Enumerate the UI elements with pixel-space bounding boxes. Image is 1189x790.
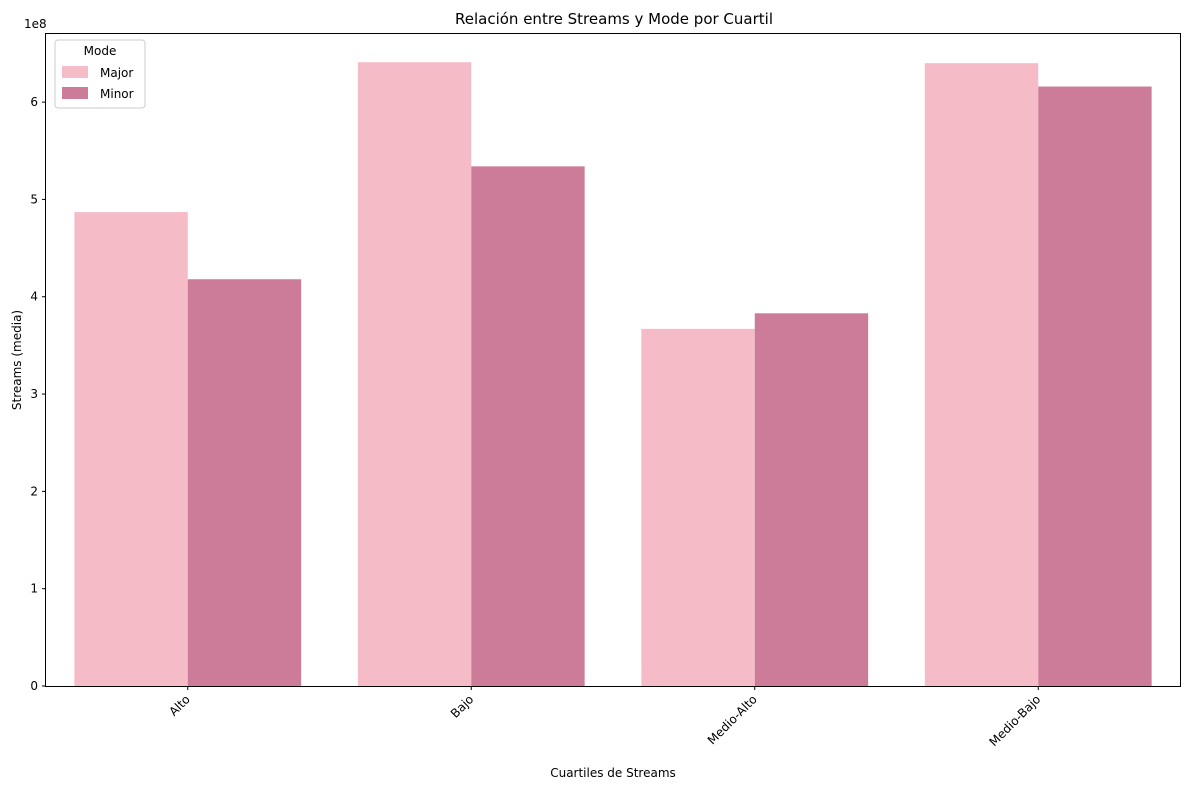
x-tick-label: Bajo	[448, 692, 476, 720]
bar-major-alto	[74, 212, 188, 686]
legend-swatch-major	[62, 66, 88, 78]
x-tick-label: Medio-Bajo	[987, 692, 1044, 749]
y-axis-label: Streams (media)	[10, 310, 24, 410]
bar-minor-alto	[187, 279, 302, 686]
y-tick-label: 5	[30, 192, 38, 206]
y-tick-label: 3	[30, 387, 38, 401]
plot-frame	[45, 33, 1181, 687]
bar-minor-medio-alto	[754, 313, 869, 686]
legend-label-major: Major	[100, 66, 133, 80]
legend-label-minor: Minor	[100, 87, 134, 101]
y-axis: 0 1 2 3 4 5 6	[30, 95, 46, 693]
bars-group	[74, 62, 1152, 687]
x-axis-label: Cuartiles de Streams	[550, 766, 676, 780]
y-tick-label: 2	[30, 484, 38, 498]
x-tick-label: Alto	[166, 692, 193, 719]
bar-major-medio-alto	[641, 328, 755, 686]
x-axis: Alto Bajo Medio-Alto Medio-Bajo	[166, 686, 1043, 749]
y-tick-label: 0	[30, 679, 38, 693]
y-tick-label: 6	[30, 95, 38, 109]
bar-major-bajo	[357, 62, 472, 687]
y-tick-label: 1	[30, 582, 38, 596]
legend-title: Mode	[84, 44, 117, 58]
x-tick-label: Medio-Alto	[705, 692, 760, 747]
y-axis-offset-label: 1e8	[24, 17, 47, 31]
bar-major-medio-bajo	[924, 63, 1039, 686]
bar-minor-bajo	[471, 166, 585, 687]
chart-title: Relación entre Streams y Mode por Cuarti…	[455, 10, 773, 28]
bar-minor-medio-bajo	[1038, 86, 1152, 687]
legend: Mode Major Minor	[54, 39, 146, 109]
y-tick-label: 4	[30, 290, 38, 304]
legend-swatch-minor	[62, 87, 88, 99]
